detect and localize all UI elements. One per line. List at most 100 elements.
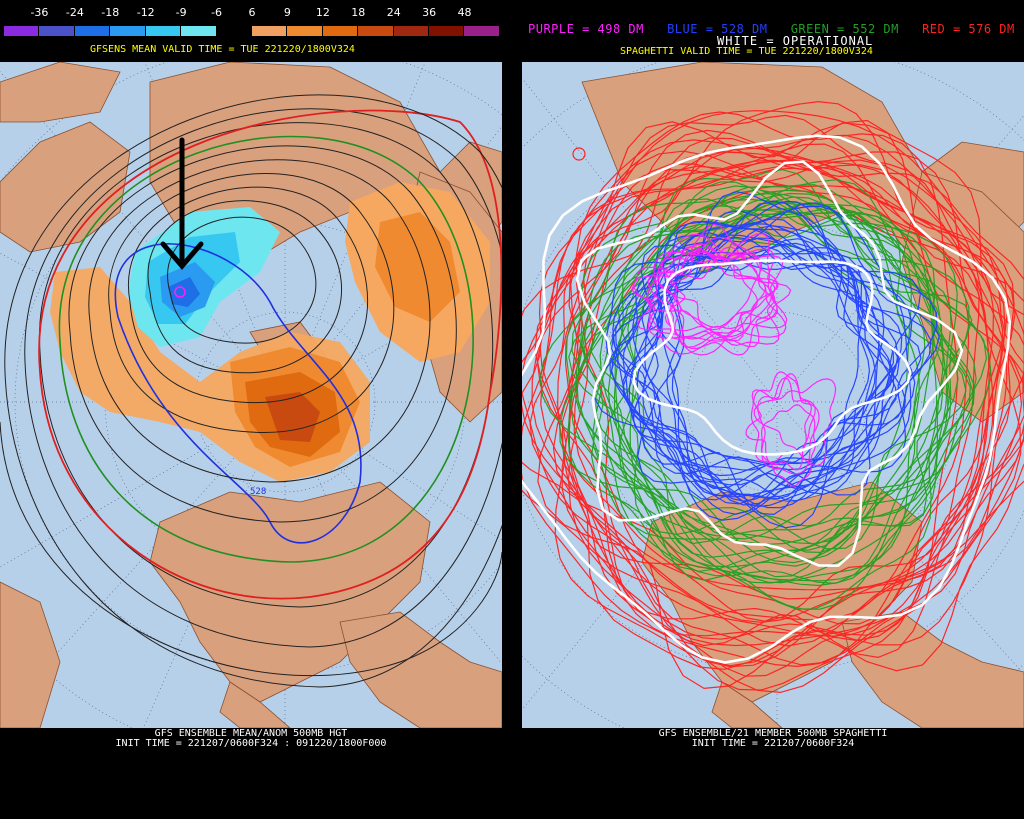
green-contour	[565, 184, 951, 610]
colorbar-swatch	[181, 26, 217, 36]
colorbar-label: 9	[283, 6, 291, 19]
blue-contour	[671, 228, 899, 500]
purple-contour	[646, 233, 763, 331]
blue-contour	[622, 202, 938, 506]
positive-anomaly-shading	[50, 182, 490, 482]
annotation-arrow	[160, 137, 204, 270]
purple-contour	[753, 378, 837, 467]
operational-contours	[522, 134, 1012, 664]
anomaly-colorbar: -36 -24 -18 -12 -9 -6 6 9 12 18 24 36 48	[4, 6, 500, 36]
mean-valid-time: GFSENS MEAN VALID TIME = TUE 221220/1800…	[90, 44, 355, 55]
colorbar-swatch	[251, 26, 288, 36]
colorbar-label: 12	[315, 6, 330, 19]
purple-contour	[664, 246, 778, 356]
red-contour	[531, 167, 995, 668]
purple-contour	[657, 236, 778, 328]
legend-purple: PURPLE = 498 DM	[528, 22, 644, 36]
legend-blue: BLUE = 528 DM	[667, 22, 768, 36]
colorbar-label: 24	[386, 6, 401, 19]
red-contour	[522, 147, 1024, 667]
panel-divider	[502, 0, 522, 819]
purple-contour	[657, 246, 792, 348]
red-contour	[568, 159, 990, 637]
colorbar-swatch	[429, 26, 465, 36]
spaghetti-panel: PURPLE = 498 DM BLUE = 528 DM GREEN = 55…	[522, 0, 1024, 819]
green-contour	[574, 204, 974, 584]
colorbar-swatch	[4, 26, 40, 36]
colorbar-label: -6	[211, 6, 223, 19]
green-contour	[580, 189, 988, 572]
spaghetti-footer-init: INIT TIME = 221207/0600F324	[691, 738, 855, 749]
spaghetti-legend: PURPLE = 498 DM BLUE = 528 DM GREEN = 55…	[528, 22, 1015, 36]
colorbar-swatch	[358, 26, 394, 36]
blue-contour	[609, 252, 922, 501]
colorbar-label: 6	[248, 6, 256, 19]
spaghetti-valid-time: SPAGHETTI VALID TIME = TUE 221220/1800V3…	[620, 46, 873, 57]
purple-contour	[633, 251, 766, 342]
mean-footer-init: INIT TIME = 221207/0600F324 : 091220/180…	[115, 738, 387, 749]
green-contour	[571, 179, 976, 558]
green-contour	[607, 193, 935, 560]
red-contour	[561, 143, 980, 623]
green-contour	[613, 211, 949, 582]
purple-contour	[664, 245, 784, 348]
purple-contour	[750, 371, 816, 471]
mean-anomaly-map: 528	[0, 62, 502, 728]
colorbar-label: 18	[351, 6, 366, 19]
colorbar-label: -18	[101, 6, 120, 19]
operational-contour	[632, 259, 912, 456]
blue-contour	[610, 232, 894, 489]
green-contour	[614, 205, 920, 584]
colorbar-swatches	[4, 26, 500, 36]
colorbar-swatch	[39, 26, 75, 36]
green-contour	[595, 196, 943, 540]
operational-label: WHITE = OPERATIONAL	[717, 34, 874, 48]
small-red-contour	[572, 147, 586, 161]
spaghetti-map-svg	[522, 62, 1024, 728]
legend-red: RED = 576 DM	[922, 22, 1015, 36]
spaghetti-map	[522, 62, 1024, 728]
colorbar-labels: -36 -24 -18 -12 -9 -6 6 9 12 18 24 36 48	[4, 6, 500, 20]
blue-contour	[605, 191, 922, 496]
spaghetti-footer: GFS ENSEMBLE/21 MEMBER 500MB SPAGHETTI I…	[522, 728, 1024, 819]
red-contour	[552, 137, 1016, 625]
green-contour	[570, 192, 992, 584]
red-contour	[522, 161, 1008, 591]
mean-footer: GFS ENSEMBLE MEAN/ANOM 500MB HGT INIT TI…	[0, 728, 502, 819]
red-contour	[557, 110, 1024, 647]
colorbar-swatch	[74, 26, 111, 36]
mean-map-svg: 528	[0, 62, 502, 728]
colorbar-label: -9	[175, 6, 187, 19]
blue-contour	[661, 200, 885, 502]
colorbar-swatch	[287, 26, 323, 36]
colorbar-swatch	[110, 26, 146, 36]
low-center-marker	[174, 286, 186, 298]
red-contour	[537, 119, 1024, 690]
colorbar-swatch	[322, 26, 359, 36]
red-contour	[522, 121, 1024, 672]
spaghetti-green-contours	[539, 169, 992, 610]
colorbar-label: 48	[457, 6, 472, 19]
legend-green: GREEN = 552 DM	[790, 22, 899, 36]
green-contour	[590, 201, 973, 545]
spaghetti-blue-contours	[593, 191, 940, 529]
blue-contour	[611, 236, 897, 471]
colorbar-swatch	[216, 26, 252, 36]
ensemble-mean-panel: -36 -24 -18 -12 -9 -6 6 9 12 18 24 36 48 GFSENS MEAN…	[0, 0, 502, 819]
green-contour	[576, 201, 958, 587]
purple-contour	[760, 404, 816, 487]
operational-contour	[522, 134, 1012, 664]
green-contour	[629, 181, 912, 554]
green-contour	[604, 201, 952, 578]
colorbar-label: 36	[422, 6, 437, 19]
colorbar-swatch	[464, 26, 500, 36]
red-contour	[522, 159, 1024, 647]
red-contour	[534, 160, 1024, 666]
spaghetti-footer-title: GFS ENSEMBLE/21 MEMBER 500MB SPAGHETTI	[658, 728, 888, 739]
operational-contour	[575, 160, 964, 568]
contour-label: 528	[250, 487, 266, 497]
negative-anomaly-shading	[128, 207, 280, 347]
blue-contour	[632, 245, 880, 502]
colorbar-label: -12	[136, 6, 155, 19]
colorbar-swatch	[393, 26, 430, 36]
